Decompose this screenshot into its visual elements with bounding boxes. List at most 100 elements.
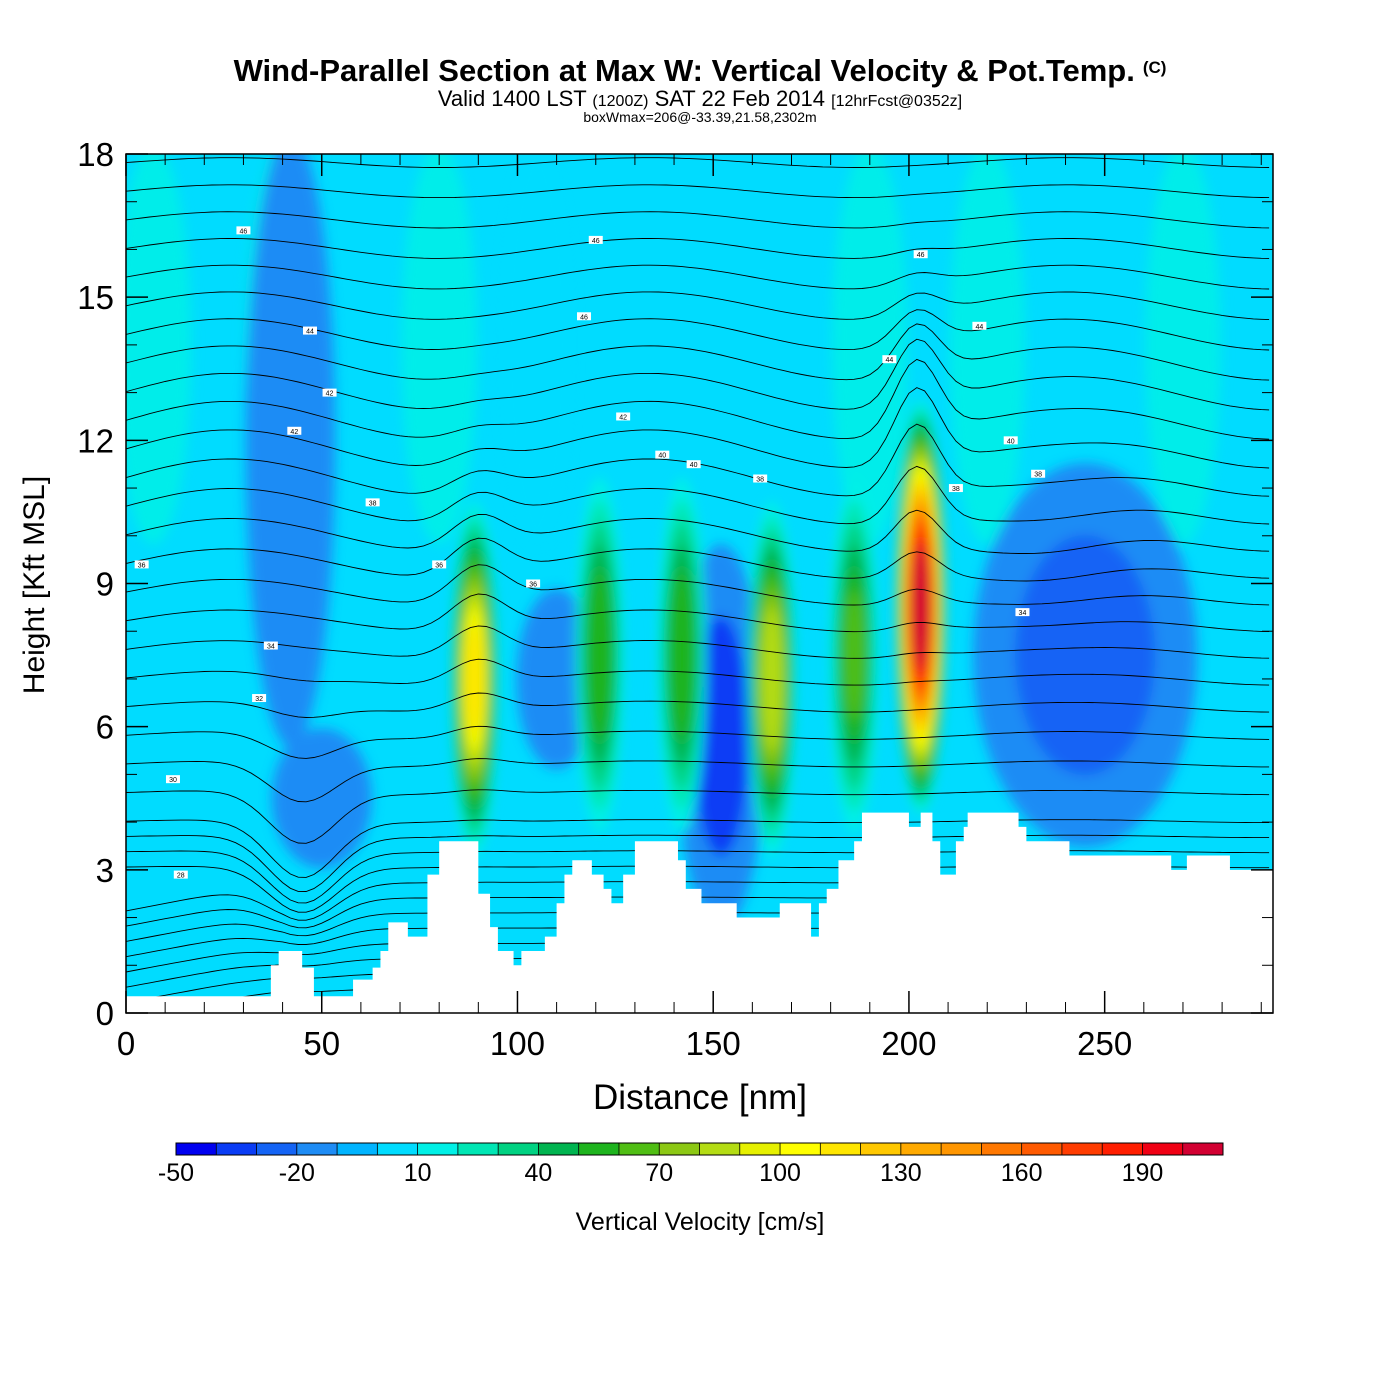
- theta-label-box: [236, 226, 251, 235]
- theta-label: 44: [302, 326, 317, 336]
- colorbar-swatch: [1061, 1143, 1103, 1155]
- theta-label: 36: [134, 560, 149, 569]
- theta-label: 38: [948, 484, 963, 493]
- colorbar-swatch: [176, 1143, 217, 1155]
- theta-label-text: 44: [306, 329, 314, 336]
- theta-contour-line: [126, 509, 1270, 554]
- theta-label: 38: [753, 474, 768, 484]
- theta-label-box: [322, 388, 337, 397]
- colorbar-swatch: [820, 1143, 862, 1155]
- theta-label-box: [948, 484, 963, 493]
- theta-label: 30: [165, 775, 180, 784]
- theta-label: 46: [913, 250, 928, 259]
- theta-contour-line: [126, 725, 1270, 759]
- theta-label-box: [577, 312, 592, 321]
- theta-contour-line: [126, 564, 1270, 606]
- theta-contour-line: [126, 850, 1270, 904]
- colorbar-label: Vertical Velocity [cm/s]: [575, 1208, 825, 1236]
- theta-label: 40: [686, 460, 701, 469]
- theta-label-box: [1031, 469, 1046, 478]
- theta-contour-line: [126, 593, 1270, 633]
- theta-label-box: [1015, 608, 1030, 617]
- theta-contour-line: [126, 537, 1270, 582]
- theta-label-text: 40: [1007, 438, 1015, 445]
- valid-date: SAT 22 Feb 2014: [654, 86, 825, 111]
- theta-label-text: 38: [369, 500, 377, 507]
- theta-contour-line: [126, 465, 1270, 525]
- theta-label-text: 46: [592, 238, 600, 245]
- chart-title: Wind-Parallel Section at Max W: Vertical…: [0, 50, 1400, 89]
- updraft-core: [589, 590, 610, 720]
- theta-label-box: [1003, 436, 1018, 445]
- theta-label: 32: [252, 694, 267, 703]
- colorbar-tick-label: 40: [525, 1159, 553, 1187]
- theta-label-box: [165, 775, 180, 784]
- colorbar-swatch: [1102, 1143, 1143, 1155]
- theta-label-box: [753, 474, 768, 483]
- theta-label: 38: [365, 498, 380, 507]
- colorbar-swatch: [981, 1143, 1023, 1155]
- theta-label-box: [686, 460, 701, 469]
- colorbar-swatch: [1182, 1143, 1224, 1155]
- theta-label-text: 34: [267, 644, 275, 651]
- y-tick-label: 3: [96, 852, 114, 889]
- theta-label-text: 36: [138, 562, 146, 569]
- theta-contour-line: [126, 819, 1270, 878]
- x-tick-label: 100: [490, 1025, 545, 1062]
- colorbar-tick-label: 130: [880, 1159, 922, 1187]
- theta-label-text: 38: [952, 486, 960, 493]
- theta-label: 42: [616, 412, 631, 421]
- colorbar-swatch: [216, 1143, 258, 1155]
- colorbar-tick-label: 160: [1001, 1159, 1043, 1187]
- colorbar-swatch: [618, 1143, 660, 1155]
- theta-label-box: [432, 560, 447, 569]
- theta-contour-labels: 46 46 46 46 44 44 44 42 42 42 40 40 40 38 38 38 38 36 36 36…: [134, 226, 1046, 880]
- valid-forecast: [12hrFcst@0352z]: [831, 93, 963, 110]
- theta-label-box: [972, 321, 987, 330]
- y-tick-label: 15: [77, 279, 114, 316]
- updraft-core: [465, 624, 483, 734]
- theta-label-box: [655, 450, 670, 459]
- updraft-core: [672, 590, 692, 720]
- theta-label-text: 38: [1034, 472, 1042, 479]
- colorbar-swatch: [457, 1143, 499, 1155]
- field-streak: [126, 154, 192, 545]
- x-tick-label: 0: [117, 1025, 135, 1062]
- x-tick-label: 150: [686, 1025, 741, 1062]
- colorbar-swatch: [659, 1143, 700, 1155]
- theta-label-text: 46: [240, 228, 248, 235]
- colorbar-swatch: [296, 1143, 338, 1155]
- theta-contour-line: [126, 758, 1270, 803]
- theta-label-text: 44: [976, 324, 984, 331]
- colorbar-swatch: [538, 1143, 580, 1155]
- x-tick-label: 50: [303, 1025, 340, 1062]
- y-tick-label: 0: [96, 995, 114, 1032]
- theta-label: 36: [526, 579, 541, 589]
- colorbar-swatch: [739, 1143, 781, 1155]
- colorbar-tick-label: 100: [759, 1159, 801, 1187]
- colorbar-swatch: [256, 1143, 298, 1155]
- theta-label: 42: [287, 426, 302, 436]
- updraft-core: [844, 590, 864, 720]
- y-tick-label: 6: [96, 709, 114, 746]
- theta-contour-line: [126, 789, 1270, 844]
- theta-label-text: 40: [690, 462, 698, 469]
- theta-label: 40: [655, 450, 670, 460]
- theta-contour-line: [126, 692, 1270, 718]
- theta-label: 46: [236, 226, 251, 235]
- theta-contour-line: [126, 834, 1270, 892]
- colorbar-swatch: [1142, 1143, 1184, 1155]
- colorbar-swatch: [860, 1143, 902, 1155]
- theta-label-box: [882, 355, 897, 364]
- theta-label-text: 42: [290, 429, 298, 436]
- theta-contour-line: [126, 323, 1270, 381]
- valid-time-line: Valid 1400 LST (1200Z) SAT 22 Feb 2014 […: [0, 86, 1400, 115]
- colorbar-tick-label: -50: [158, 1159, 194, 1187]
- theta-label-text: 30: [169, 777, 177, 784]
- y-axis-label: Height [Kft MSL]: [18, 475, 51, 695]
- theta-label-text: 46: [917, 252, 925, 259]
- theta-label: 40: [1003, 436, 1018, 445]
- theta-contour-line: [126, 291, 1270, 321]
- field-streak: [499, 154, 576, 545]
